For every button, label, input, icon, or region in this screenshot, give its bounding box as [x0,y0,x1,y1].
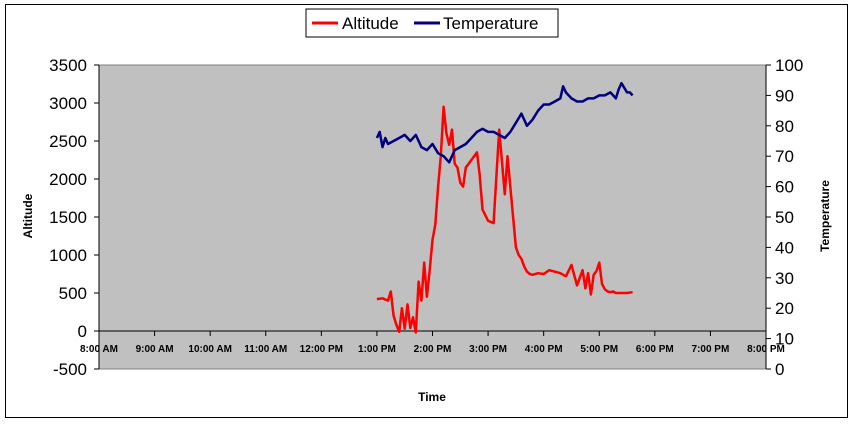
y-tick-label-right: 40 [775,238,794,257]
x-tick-label: 2:00 PM [414,344,452,355]
series-line-altitude [376,105,633,334]
series-line-temperature [375,81,634,164]
plot-area [98,64,767,370]
y-tick-label-right: 100 [775,56,803,75]
y-tick-label-left: 3500 [49,56,87,75]
x-tick-label: 1:00 PM [358,344,396,355]
y-tick-label-left: 500 [59,284,87,303]
y-tick-label-left: -500 [53,360,87,379]
x-tick-label: 12:00 PM [300,344,343,355]
y-tick-label-right: 80 [775,117,794,136]
y-tick-label-right: 30 [775,269,794,288]
y-tick-label-right: 90 [775,86,794,105]
x-tick-label: 8:00 AM [80,344,118,355]
y-tick-label-right: 60 [775,178,794,197]
x-tick-label: 11:00 AM [244,344,287,355]
y-tick-label-left: 2000 [49,170,87,189]
legend: Altitude Temperature [305,8,559,38]
x-tick-label: 9:00 AM [136,344,174,355]
y-tick-label-right: 20 [775,299,794,318]
x-tick-label: 7:00 PM [692,344,730,355]
legend-label-altitude: Altitude [342,14,399,33]
y-tick-label-left: 1000 [49,246,87,265]
y-axis-title-left: Altitude [21,193,35,238]
y-tick-label-left: 2500 [49,132,87,151]
x-tick-label: 3:00 PM [469,344,507,355]
x-axis-title: Time [418,390,446,404]
y-tick-label-left: 1500 [49,208,87,227]
y-tick-label-left: 3000 [49,94,87,113]
x-tick-label: 6:00 PM [636,344,674,355]
y-tick-label-right: 0 [775,360,784,379]
y-tick-label-right: 10 [775,330,794,349]
x-tick-label: 10:00 AM [188,344,232,355]
y-tick-label-left: 0 [78,322,87,341]
legend-label-temperature: Temperature [443,14,538,33]
x-tick-label: 5:00 PM [580,344,618,355]
y-tick-label-right: 70 [775,147,794,166]
x-tick-label: 4:00 PM [525,344,563,355]
x-tick-label: 8:00 PM [747,344,785,355]
y-tick-label-right: 50 [775,208,794,227]
y-axis-title-right: Temperature [818,180,832,252]
